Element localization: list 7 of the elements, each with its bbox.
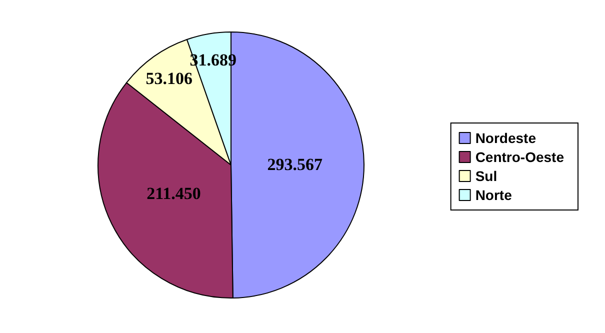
- legend-label: Nordeste: [475, 130, 536, 146]
- data-label: 293.567: [267, 155, 323, 174]
- legend-label: Norte: [475, 187, 512, 203]
- legend-label: Sul: [475, 168, 498, 184]
- legend-label: Centro-Oeste: [475, 149, 564, 165]
- data-label: 53.106: [146, 68, 193, 88]
- data-label: 211.450: [146, 184, 201, 203]
